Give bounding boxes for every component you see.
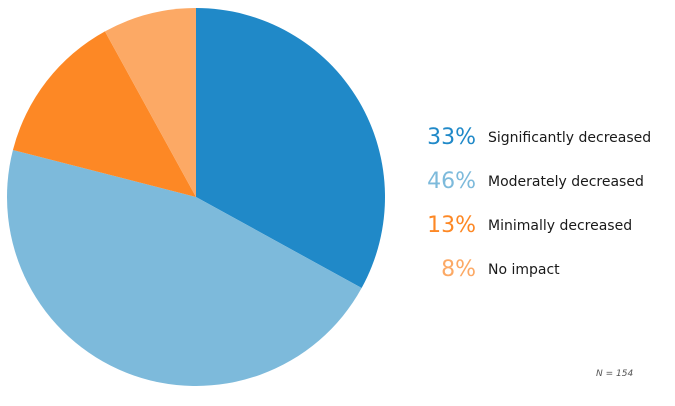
pie-slice [196, 8, 385, 289]
legend-item: 8% No impact [410, 248, 651, 292]
legend-label: No impact [488, 262, 560, 278]
sample-size-note: N = 154 [596, 369, 634, 379]
pie-slice [6, 149, 362, 386]
legend-label: Minimally decreased [488, 218, 633, 234]
legend-label: Moderately decreased [488, 174, 644, 190]
legend-percent: 33% [427, 125, 476, 150]
pie-slice [104, 8, 196, 197]
legend-item: 13% Minimally decreased [410, 204, 651, 248]
legend-percent: 46% [427, 169, 476, 194]
legend: 33% Significantly decreased 46% Moderate… [410, 116, 651, 292]
legend-percent: 13% [427, 213, 476, 238]
legend-item: 46% Moderately decreased [410, 160, 651, 204]
pie-slice [12, 31, 197, 197]
legend-item: 33% Significantly decreased [410, 116, 651, 160]
legend-percent: 8% [441, 257, 476, 282]
legend-label: Significantly decreased [488, 130, 652, 146]
